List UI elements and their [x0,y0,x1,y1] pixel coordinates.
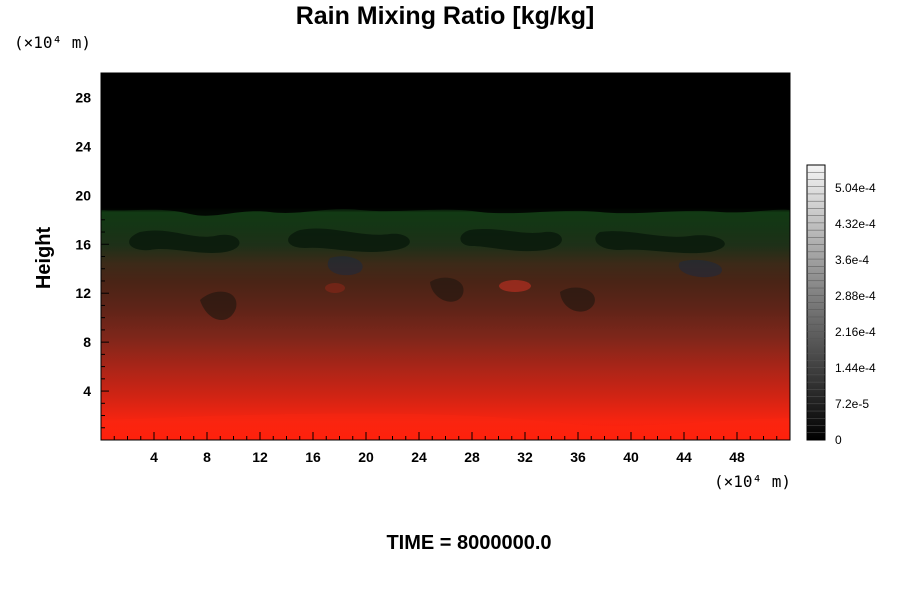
x-tick-label: 16 [305,449,321,465]
dark-swirl [560,287,595,312]
dark-eddy [129,230,240,253]
x-tick-label: 20 [358,449,374,465]
red-patch [325,283,345,293]
blue-eddy [678,259,722,278]
x-tick-label: 44 [676,449,692,465]
colorbar: 0 7.2e-5 1.44e-4 2.16e-4 2.88e-4 3.6e-4 4.32e-… [806,164,876,447]
x-tick-label: 12 [252,449,268,465]
y-tick-label: 24 [75,138,91,154]
x-tick-label: 36 [570,449,586,465]
dark-eddy [460,229,562,252]
x-axis-ticks: 4 8 12 16 20 24 28 32 36 40 44 48 [113,432,778,465]
blue-eddy [327,256,363,276]
colorbar-tick-label: 7.2e-5 [835,397,869,411]
x-tick-label: 32 [517,449,533,465]
y-tick-label: 4 [83,383,91,399]
x-tick-label: 24 [411,449,427,465]
colorbar-tick-label: 2.88e-4 [835,289,876,303]
dark-swirl [430,277,464,302]
heatmap-texture [101,73,790,440]
dark-swirl [200,291,237,320]
cloud-top-edge [101,73,790,216]
x-axis-unit: (×10⁴ m) [714,472,791,491]
colorbar-tick-label: 0 [835,433,842,447]
x-tick-label: 8 [203,449,211,465]
x-tick-label: 40 [623,449,639,465]
y-tick-label: 8 [83,334,91,350]
y-axis-ticks: 4 8 12 16 20 24 28 [75,84,109,429]
y-tick-label: 28 [75,89,91,105]
y-tick-label: 16 [75,236,91,252]
lower-band [101,413,790,440]
x-tick-label: 4 [150,449,158,465]
y-axis-label: Height [33,227,55,290]
y-tick-label: 20 [75,187,91,203]
red-patch [499,280,531,292]
colorbar-tick-label: 5.04e-4 [835,181,876,195]
colorbar-tick-label: 1.44e-4 [835,361,876,375]
x-tick-label: 28 [464,449,480,465]
time-annotation: TIME = 8000000.0 [386,532,551,554]
y-tick-label: 12 [75,285,91,301]
plot-area [101,73,790,440]
y-axis-unit: (×10⁴ m) [14,33,91,52]
colorbar-ticks: 0 7.2e-5 1.44e-4 2.16e-4 2.88e-4 3.6e-4 4.32e-… [807,171,876,447]
dark-eddy [595,231,725,254]
x-tick-label: 48 [729,449,745,465]
chart-title: Rain Mixing Ratio [kg/kg] [296,2,595,30]
colorbar-tick-label: 4.32e-4 [835,217,876,231]
colorbar-tick-label: 2.16e-4 [835,325,876,339]
colorbar-tick-label: 3.6e-4 [835,253,869,267]
dark-eddy [288,228,410,252]
